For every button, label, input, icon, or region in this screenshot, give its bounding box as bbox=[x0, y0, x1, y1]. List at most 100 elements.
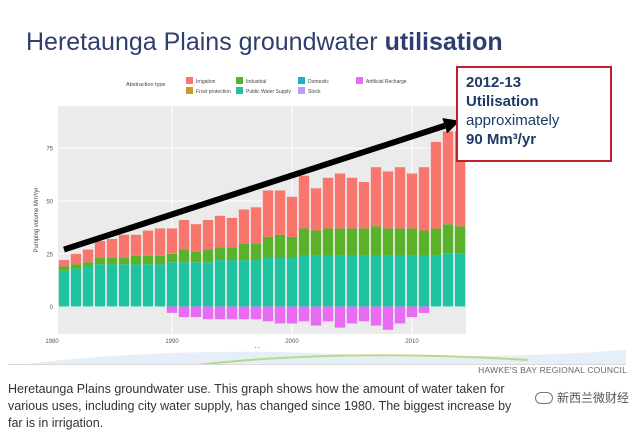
bar-irrigation bbox=[82, 249, 94, 263]
legend-label: Public Water Supply bbox=[246, 89, 291, 95]
bar-public-water-supply bbox=[166, 262, 178, 307]
bar-public-water-supply bbox=[262, 258, 274, 307]
bar-irrigation bbox=[382, 171, 394, 229]
caption: Heretaunga Plains groundwater use. This … bbox=[8, 382, 512, 430]
bar-industrial bbox=[382, 228, 394, 256]
bar-industrial bbox=[274, 234, 286, 258]
legend: Abstraction type Irrigation Industrial Dome… bbox=[126, 77, 407, 95]
bar-artificial-recharge bbox=[322, 306, 334, 322]
slide: Heretaunga Plains groundwater utilisatio… bbox=[8, 4, 626, 365]
y-tick-label: 50 bbox=[46, 200, 53, 206]
decorative-wave bbox=[24, 350, 626, 364]
bar-public-water-supply bbox=[322, 255, 334, 307]
bar-artificial-recharge bbox=[238, 306, 250, 320]
bar-irrigation bbox=[226, 217, 238, 248]
bar-irrigation bbox=[166, 228, 178, 254]
wechat-icon bbox=[534, 391, 553, 404]
trend-arrow-shaft bbox=[63, 122, 446, 253]
bar-irrigation bbox=[310, 188, 322, 231]
axes: 0 25 50 75 1980 1990 2000 2010 Year Pumping volum… bbox=[34, 147, 419, 348]
bar-industrial bbox=[106, 258, 118, 265]
bar-industrial bbox=[94, 258, 106, 265]
bar-irrigation bbox=[358, 182, 370, 229]
x-axis-label: Year bbox=[255, 347, 270, 348]
bar-irrigation bbox=[442, 131, 454, 225]
bar-artificial-recharge bbox=[418, 306, 430, 313]
bar-industrial bbox=[346, 228, 358, 256]
bar-public-water-supply bbox=[310, 255, 322, 307]
bar-public-water-supply bbox=[70, 268, 82, 307]
bar-artificial-recharge bbox=[310, 306, 322, 326]
bar-industrial bbox=[430, 228, 442, 256]
bar-irrigation bbox=[142, 230, 154, 256]
bar-public-water-supply bbox=[142, 264, 154, 307]
bar-public-water-supply bbox=[226, 260, 238, 307]
bar-irrigation bbox=[322, 177, 334, 229]
bar-industrial bbox=[154, 255, 166, 265]
legend-swatch bbox=[236, 87, 243, 94]
bar-public-water-supply bbox=[370, 255, 382, 307]
slide-title-bold: utilisation bbox=[384, 28, 503, 56]
bar-irrigation bbox=[298, 175, 310, 229]
bar-public-water-supply bbox=[250, 260, 262, 307]
bar-irrigation bbox=[430, 141, 442, 229]
bar-artificial-recharge bbox=[226, 306, 238, 320]
bar-irrigation bbox=[106, 239, 118, 258]
bar-industrial bbox=[298, 228, 310, 256]
bar-industrial bbox=[406, 228, 418, 256]
bar-industrial bbox=[166, 253, 178, 263]
legend-label: Stock bbox=[308, 89, 321, 95]
bar-industrial bbox=[262, 236, 274, 258]
bar-artificial-recharge bbox=[334, 306, 346, 328]
bar-industrial bbox=[70, 264, 82, 269]
legend-swatch bbox=[186, 87, 193, 94]
callout-label: Utilisation bbox=[466, 93, 539, 110]
bar-public-water-supply bbox=[430, 255, 442, 307]
bar-industrial bbox=[370, 226, 382, 256]
y-tick-label: 75 bbox=[46, 147, 53, 153]
bar-public-water-supply bbox=[154, 264, 166, 307]
bar-irrigation bbox=[154, 228, 166, 256]
bar-industrial bbox=[118, 258, 130, 265]
bar-public-water-supply bbox=[298, 255, 310, 307]
bar-industrial bbox=[286, 236, 298, 258]
bar-irrigation bbox=[94, 241, 106, 258]
bar-public-water-supply bbox=[106, 264, 118, 307]
bar-artificial-recharge bbox=[274, 306, 286, 324]
bar-industrial bbox=[394, 228, 406, 256]
legend-swatch bbox=[356, 77, 363, 84]
bar-industrial bbox=[214, 247, 226, 261]
bar-industrial bbox=[178, 249, 190, 263]
bar-industrial bbox=[190, 251, 202, 263]
bar-irrigation bbox=[394, 167, 406, 229]
bar-public-water-supply bbox=[454, 253, 466, 307]
bar-industrial bbox=[142, 255, 154, 265]
bar-artificial-recharge bbox=[262, 306, 274, 322]
x-tick-label: 1990 bbox=[165, 339, 179, 345]
bar-irrigation bbox=[454, 131, 466, 227]
callout-value: 90 Mm³/yr bbox=[466, 131, 537, 148]
bar-irrigation bbox=[334, 173, 346, 229]
bar-public-water-supply bbox=[358, 255, 370, 307]
bar-public-water-supply bbox=[58, 270, 70, 307]
bar-industrial bbox=[310, 230, 322, 256]
bar-artificial-recharge bbox=[178, 306, 190, 318]
slide-title: Heretaunga Plains groundwater utilisatio… bbox=[26, 28, 503, 56]
legend-label: Irrigation bbox=[196, 79, 216, 85]
trend-arrow-head bbox=[442, 118, 460, 134]
bar-public-water-supply bbox=[394, 255, 406, 307]
bar-artificial-recharge bbox=[394, 306, 406, 324]
bar-industrial bbox=[358, 228, 370, 256]
legend-swatch bbox=[186, 77, 193, 84]
bars bbox=[58, 131, 466, 330]
bar-industrial bbox=[418, 230, 430, 256]
bar-public-water-supply bbox=[286, 258, 298, 307]
y-tick-label: 0 bbox=[50, 305, 54, 311]
y-axis-label: Pumping volume Mm³/yr bbox=[34, 187, 40, 252]
watermark: 新西兰微财经 bbox=[534, 389, 629, 406]
bar-public-water-supply bbox=[418, 255, 430, 307]
bar-irrigation bbox=[262, 190, 274, 237]
bar-irrigation bbox=[190, 224, 202, 252]
watermark-text: 新西兰微财经 bbox=[556, 391, 629, 405]
bar-artificial-recharge bbox=[286, 306, 298, 324]
